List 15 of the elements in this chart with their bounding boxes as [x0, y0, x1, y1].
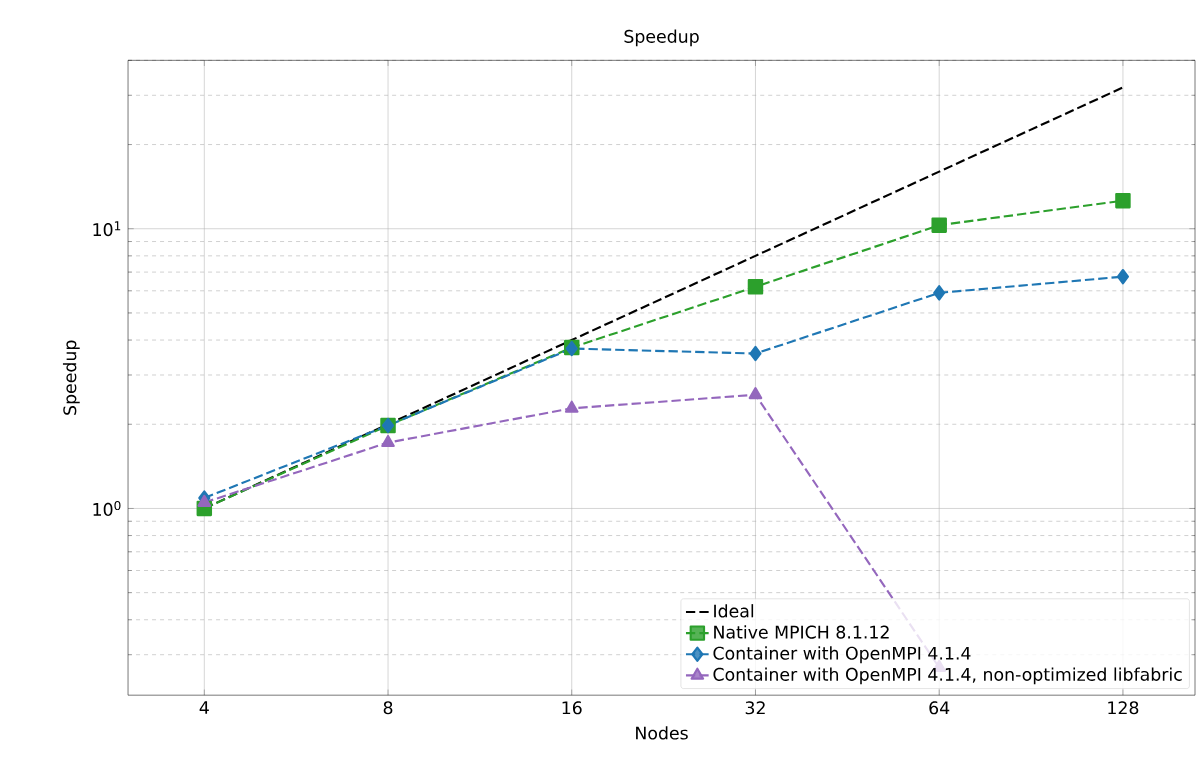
legend-label: Container with OpenMPI 4.1.4 [713, 646, 971, 664]
x-axis-title: Nodes [636, 726, 688, 740]
y-tick-label: 10$^{1}$ [93, 221, 121, 237]
y-tick-label: 10$^{0}$ [93, 500, 121, 516]
x-tick-label: 32 [745, 701, 765, 715]
legend-label: Container with OpenMPI 4.1.4, non-optimized libfabric [713, 667, 1182, 685]
x-tick-label: 64 [929, 701, 950, 715]
chart-title: Speedup [624, 29, 699, 47]
x-tick-label: 8 [383, 701, 393, 715]
x-tick-label: 128 [1108, 701, 1139, 715]
legend-label: Ideal [714, 604, 754, 618]
legend-label: Native MPICH 8.1.12 [714, 625, 889, 639]
x-tick-label: 4 [199, 701, 209, 714]
x-tick-label: 16 [562, 701, 582, 715]
y-axis-title: Speedup [62, 340, 80, 415]
